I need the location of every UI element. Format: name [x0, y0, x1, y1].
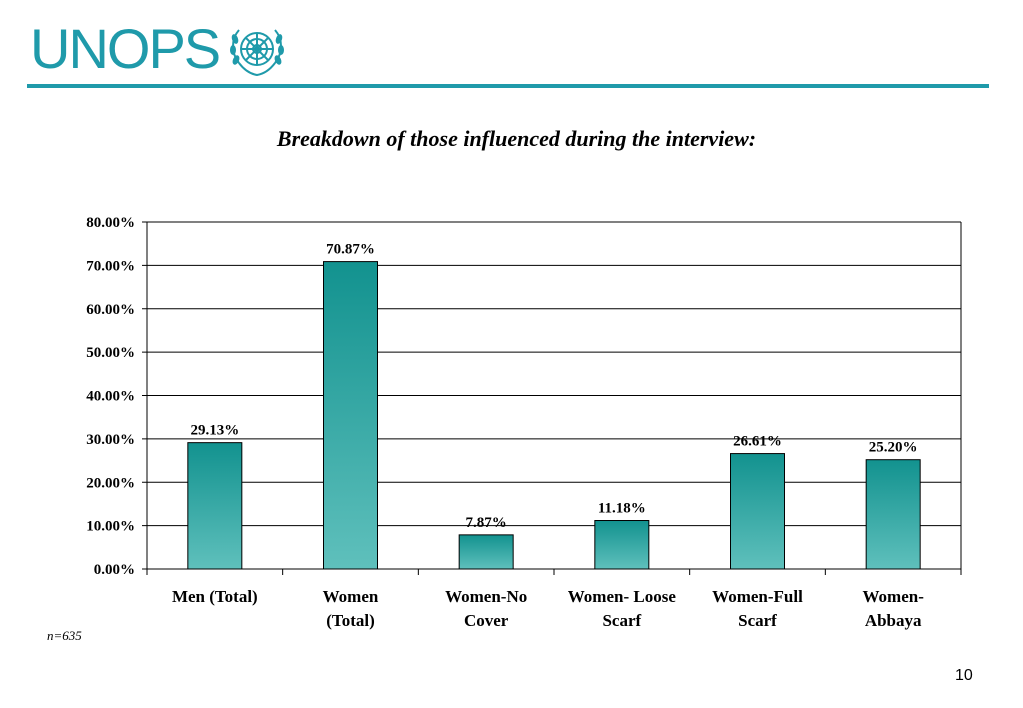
- un-emblem-icon: [230, 29, 285, 77]
- data-label: 25.20%: [869, 440, 918, 456]
- data-label: 7.87%: [466, 515, 507, 531]
- bar: [458, 534, 514, 570]
- data-label: 26.61%: [733, 434, 782, 450]
- y-tick-label: 50.00%: [86, 345, 135, 361]
- x-category-label: Scarf: [738, 611, 777, 630]
- data-label: 11.18%: [598, 501, 646, 517]
- x-category-label: Women- Loose: [568, 587, 677, 606]
- bar: [323, 261, 378, 570]
- y-tick-label: 80.00%: [86, 215, 135, 231]
- y-tick-label: 20.00%: [86, 475, 135, 491]
- data-label: 70.87%: [326, 242, 375, 258]
- data-label: 29.13%: [190, 423, 239, 439]
- y-tick-label: 10.00%: [86, 519, 135, 535]
- x-category-label: Women-Full: [712, 587, 803, 606]
- header-rule: [27, 84, 989, 88]
- unops-wordmark: UNOPS: [30, 17, 221, 80]
- page-number: 10: [955, 667, 973, 684]
- sample-size-note: n=635: [47, 628, 82, 643]
- bar: [594, 520, 650, 570]
- x-category-label: Scarf: [602, 611, 641, 630]
- x-category-label: (Total): [326, 611, 375, 630]
- y-tick-label: 40.00%: [86, 389, 135, 405]
- y-tick-label: 60.00%: [86, 302, 135, 318]
- x-category-label: Men (Total): [172, 587, 258, 606]
- x-category-label: Abbaya: [865, 611, 922, 630]
- y-tick-label: 30.00%: [86, 432, 135, 448]
- x-category-label: Women-No: [445, 587, 527, 606]
- chart-title: Breakdown of those influenced during the…: [276, 126, 757, 151]
- unops-logo: UNOPS: [30, 18, 287, 80]
- y-tick-label: 70.00%: [86, 258, 135, 274]
- bar: [730, 453, 785, 570]
- bar: [187, 442, 243, 570]
- x-category-label: Women-: [862, 587, 924, 606]
- y-tick-label: 0.00%: [94, 562, 135, 578]
- x-category-label: Cover: [464, 611, 509, 630]
- x-category-label: Women: [323, 587, 379, 606]
- bar: [865, 459, 921, 570]
